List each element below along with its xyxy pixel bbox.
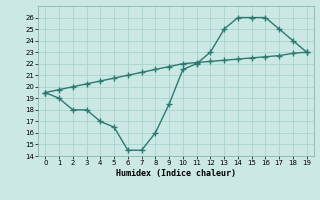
X-axis label: Humidex (Indice chaleur): Humidex (Indice chaleur) xyxy=(116,169,236,178)
